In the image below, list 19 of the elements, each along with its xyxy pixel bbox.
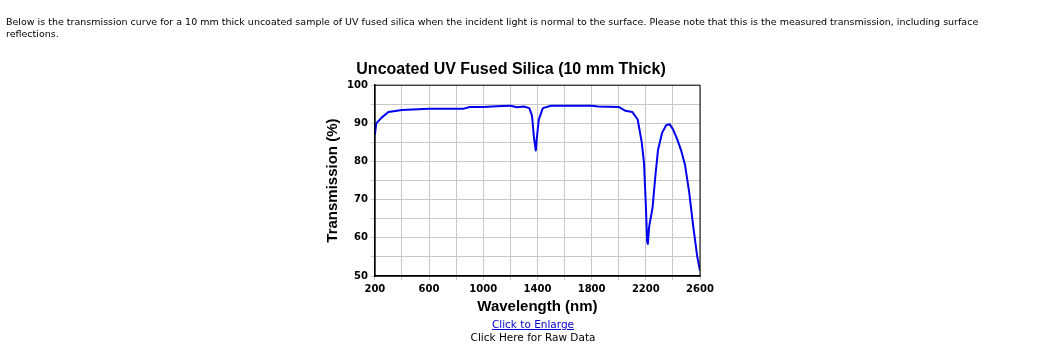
x-tick-label: 2200 <box>631 282 660 294</box>
y-tick-label: 70 <box>353 193 368 205</box>
y-tick-label: 60 <box>353 231 368 243</box>
y-tick-label: 100 <box>347 78 368 90</box>
x-tick-label: 200 <box>364 282 386 294</box>
y-tick-label: 50 <box>353 269 368 281</box>
x-tick-label: 2600 <box>686 282 714 294</box>
chart-title: Uncoated UV Fused Silica (10 mm Thick) <box>356 60 666 78</box>
y-tick-label: 80 <box>353 155 368 167</box>
text: Below is the transmission curve for a 10 mm thick uncoated sample of UV fused silica when the incident light is normal to the surface. Please note that this is the measured transmission, including surface reflections. <box>6 16 980 40</box>
y-axis-title: Transmission (%) <box>323 118 341 243</box>
x-tick-label: 1000 <box>469 282 498 294</box>
text: Click to Enlarge <box>490 318 576 331</box>
x-tick-label: 600 <box>418 282 440 294</box>
x-tick-label: 1400 <box>523 282 552 294</box>
text: Click Here for Raw Data <box>469 331 597 344</box>
x-axis-title: Wavelength (nm) <box>477 297 598 315</box>
x-tick-label: 1800 <box>577 282 606 294</box>
y-tick-label: 90 <box>353 116 368 128</box>
